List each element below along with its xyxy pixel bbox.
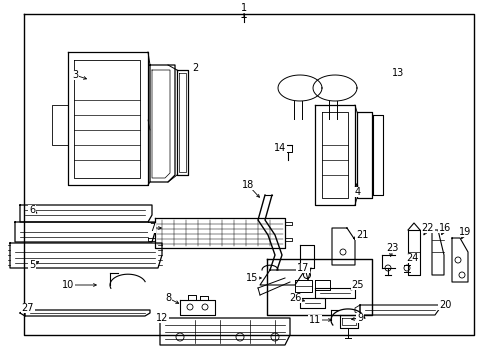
Text: 8: 8 [164, 293, 171, 303]
Polygon shape [278, 75, 321, 101]
Text: 23: 23 [385, 243, 397, 253]
Text: 18: 18 [242, 180, 254, 190]
Text: 22: 22 [421, 223, 433, 233]
Text: 21: 21 [355, 230, 367, 240]
Text: 1: 1 [240, 8, 247, 21]
Text: 16: 16 [438, 223, 450, 233]
Text: 24: 24 [405, 253, 417, 263]
Polygon shape [15, 222, 155, 242]
Text: 12: 12 [156, 313, 168, 323]
Text: 2: 2 [191, 63, 198, 73]
Text: 13: 13 [391, 68, 403, 78]
Text: 26: 26 [288, 293, 301, 303]
Polygon shape [312, 75, 356, 101]
Text: 4: 4 [354, 187, 360, 197]
Text: 27: 27 [21, 303, 34, 313]
Text: 5: 5 [29, 260, 35, 270]
Text: 6: 6 [29, 205, 35, 215]
Text: 1: 1 [241, 3, 246, 13]
Text: 7: 7 [148, 223, 155, 233]
Text: 15: 15 [245, 273, 258, 283]
Text: 19: 19 [458, 227, 470, 237]
Text: 25: 25 [351, 280, 364, 290]
Text: 14: 14 [273, 143, 285, 153]
Text: 10: 10 [62, 280, 74, 290]
Text: 11: 11 [308, 315, 321, 325]
Text: 17: 17 [296, 263, 308, 273]
Polygon shape [20, 205, 152, 222]
Text: 20: 20 [438, 300, 450, 310]
Text: 3: 3 [72, 70, 78, 80]
Text: 9: 9 [356, 313, 362, 323]
